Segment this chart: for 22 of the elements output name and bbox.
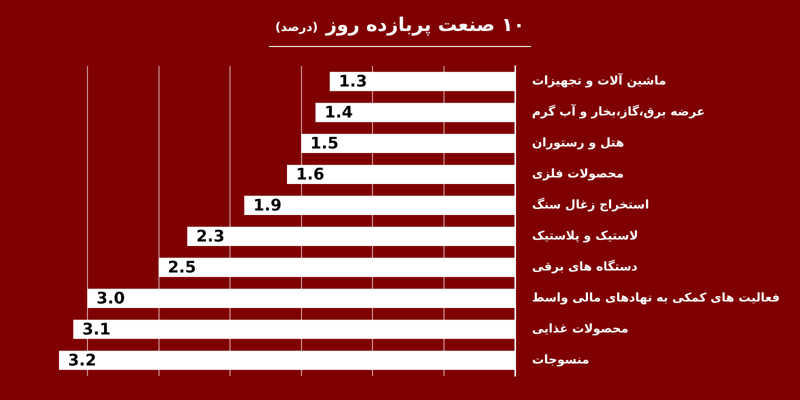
y-tick-label: منسوجات — [532, 352, 590, 366]
chart-subtitle: (درصد) — [275, 20, 318, 34]
data-label: 1.6 — [296, 164, 324, 184]
data-label: 3.0 — [96, 288, 125, 308]
chart-title: ۱۰ صنعت پربازده روز — [326, 14, 525, 36]
y-tick-label: دستگاه های برقی — [532, 259, 638, 274]
y-tick-label: عرضه برق،گاز،بخار و آب گرم — [532, 104, 705, 119]
data-label: 1.5 — [310, 134, 339, 153]
data-label: 2.3 — [196, 226, 225, 246]
data-label: 1.3 — [338, 72, 368, 91]
y-tick-label: استخراج زغال سنگ — [532, 198, 650, 212]
y-tick-label: لاستیک و پلاستیک — [532, 228, 638, 243]
y-tick-label: ماشین آلات و تجهیزات — [532, 72, 666, 88]
y-tick-label: محصولات فلزی — [532, 166, 624, 181]
y-tick-label: فعالیت های کمکی به نهادهای مالی واسط — [532, 290, 780, 304]
data-label: 2.5 — [168, 258, 196, 277]
data-label: 1.4 — [324, 102, 353, 122]
data-label: 3.2 — [68, 350, 96, 370]
data-label: 3.1 — [82, 319, 111, 338]
y-tick-label: هتل و رستوران — [532, 136, 624, 150]
y-tick-label: محصولات غذایی — [532, 321, 628, 336]
data-label: 1.9 — [253, 196, 282, 215]
